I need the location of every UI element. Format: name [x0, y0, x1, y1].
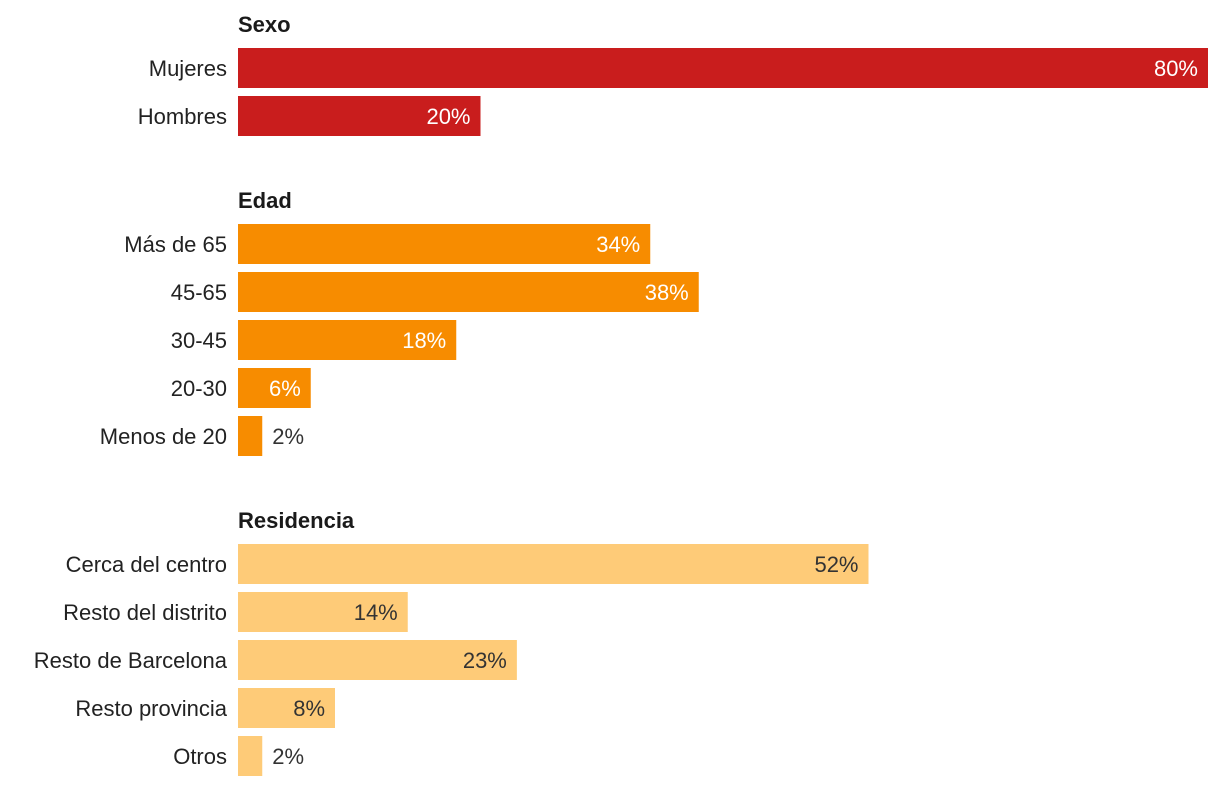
- bar-resto-de-barcelona: [238, 640, 517, 680]
- bar-mas-de-65: [238, 224, 651, 264]
- category-label: Resto de Barcelona: [34, 648, 228, 673]
- bar-hombres: [238, 96, 481, 136]
- category-label: Resto provincia: [75, 696, 227, 721]
- value-label: 18%: [402, 328, 446, 353]
- bar-resto-del-distrito: [238, 592, 408, 632]
- value-label: 34%: [596, 232, 640, 257]
- value-label: 20%: [426, 104, 470, 129]
- category-label: 30-45: [171, 328, 227, 353]
- bar-resto-provincia: [238, 688, 335, 728]
- value-label: 6%: [269, 376, 301, 401]
- value-label: 14%: [354, 600, 398, 625]
- chart-group-edad: Edad Más de 65 34% 45-65 38% 30-45 18% 20-30 6% M…: [100, 188, 699, 456]
- bar-45-65: [238, 272, 699, 312]
- chart-title: Residencia: [238, 508, 355, 533]
- category-label: 20-30: [171, 376, 227, 401]
- category-label: Más de 65: [124, 232, 227, 257]
- category-label: Resto del distrito: [63, 600, 227, 625]
- category-label: 45-65: [171, 280, 227, 305]
- value-label: 80%: [1154, 56, 1198, 81]
- category-label: Cerca del centro: [66, 552, 227, 577]
- chart-group-sexo: Sexo Mujeres 80% Hombres 20%: [138, 12, 1208, 136]
- value-label: 23%: [463, 648, 507, 673]
- bar-menos-de-20: [238, 416, 263, 456]
- bar-cerca-del-centro: [238, 544, 869, 584]
- value-label: 8%: [293, 696, 325, 721]
- category-label: Otros: [173, 744, 227, 769]
- chart-title: Sexo: [238, 12, 291, 37]
- value-label: 2%: [272, 744, 304, 769]
- bar-20-30: [238, 368, 311, 408]
- value-label: 2%: [272, 424, 304, 449]
- chart-group-residencia: Residencia Cerca del centro 52% Resto del d…: [34, 508, 869, 776]
- category-label: Menos de 20: [100, 424, 227, 449]
- value-label: 52%: [814, 552, 858, 577]
- value-label: 38%: [645, 280, 689, 305]
- category-label: Mujeres: [149, 56, 227, 81]
- chart-title: Edad: [238, 188, 292, 213]
- bar-mujeres: [238, 48, 1208, 88]
- bar-otros: [238, 736, 263, 776]
- category-label: Hombres: [138, 104, 227, 129]
- bar-30-45: [238, 320, 457, 360]
